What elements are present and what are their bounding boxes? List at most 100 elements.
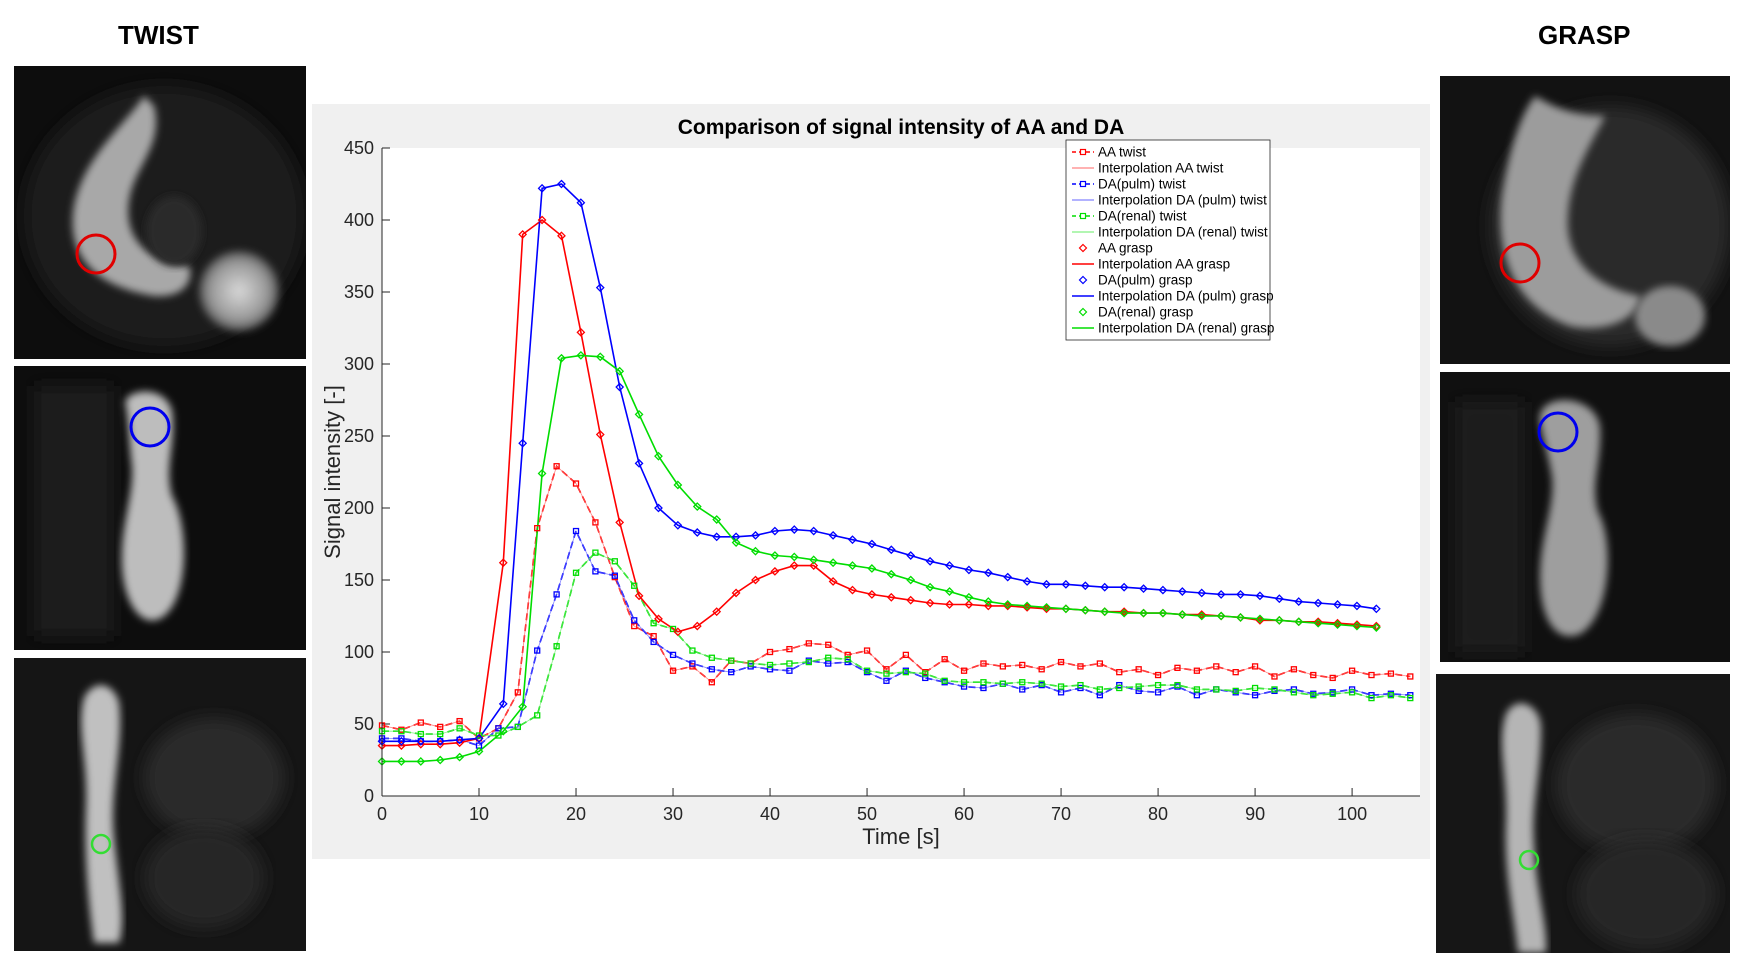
data-point-square <box>437 723 444 731</box>
data-point-square <box>980 660 987 667</box>
x-tick-label: 40 <box>760 804 780 824</box>
data-point-diamond <box>615 382 625 392</box>
chart-title: Comparison of signal intensity of AA and… <box>678 116 1124 139</box>
data-point-square <box>1290 666 1298 673</box>
data-point-diamond <box>498 699 508 709</box>
data-point-square <box>805 658 812 666</box>
data-point-square <box>708 654 715 661</box>
data-point-diamond <box>712 515 722 524</box>
data-point-diamond <box>1294 597 1304 607</box>
data-point-diamond <box>634 409 644 419</box>
data-point-square <box>786 645 793 653</box>
data-point-diamond <box>867 564 877 573</box>
data-point-square <box>960 683 968 690</box>
legend-label: Interpolation DA (renal) twist <box>1098 225 1268 240</box>
data-point-diamond <box>925 556 935 566</box>
data-point-square <box>456 736 463 743</box>
data-point-diamond <box>474 733 484 743</box>
legend-label: AA grasp <box>1098 241 1153 256</box>
data-point-diamond <box>615 517 625 527</box>
data-point-diamond <box>983 597 993 607</box>
data-point-diamond <box>1022 601 1032 611</box>
data-point-square <box>631 617 638 624</box>
data-point-diamond <box>576 327 586 337</box>
data-point-square <box>980 679 987 686</box>
data-point-diamond <box>1139 584 1148 594</box>
data-point-diamond <box>712 532 722 542</box>
data-point-diamond <box>518 438 528 448</box>
data-point-square <box>960 679 968 686</box>
data-point-square <box>980 684 987 692</box>
data-point-square <box>825 654 832 661</box>
data-point-diamond <box>1119 608 1129 618</box>
data-point-diamond <box>886 545 896 555</box>
data-point-diamond <box>1352 621 1362 631</box>
data-point-diamond <box>906 575 916 585</box>
data-point-diamond <box>537 183 547 193</box>
legend-marker <box>1079 212 1087 220</box>
data-point-square <box>1193 667 1201 674</box>
data-point-square <box>766 648 774 656</box>
data-point-diamond <box>751 575 760 585</box>
data-point-diamond <box>886 592 896 602</box>
data-point-square <box>631 582 638 589</box>
renal-roi-circle <box>1518 849 1540 871</box>
data-point-diamond <box>1177 610 1187 619</box>
data-point-diamond <box>751 546 760 556</box>
data-point-diamond <box>1352 620 1362 630</box>
legend-label: Interpolation DA (pulm) twist <box>1098 193 1267 208</box>
data-point-diamond <box>1352 601 1362 611</box>
series-line-5 <box>382 552 1411 736</box>
data-point-diamond <box>1139 608 1148 618</box>
data-point-diamond <box>1100 607 1110 617</box>
data-point-diamond <box>595 352 605 362</box>
data-point-diamond <box>1197 610 1207 619</box>
data-point-diamond <box>770 526 780 536</box>
data-point-square <box>1251 684 1259 692</box>
data-point-square <box>1154 689 1162 696</box>
data-point-square <box>1116 669 1123 676</box>
data-point-square <box>1116 684 1123 692</box>
data-point-diamond <box>1255 614 1265 624</box>
data-point-square <box>650 620 657 627</box>
data-point-square <box>999 680 1007 687</box>
data-point-diamond <box>1080 581 1090 591</box>
data-point-square <box>1019 679 1026 686</box>
data-point-square <box>1232 687 1239 695</box>
data-point-square <box>553 463 560 470</box>
y-tick-label: 350 <box>344 282 374 302</box>
data-point-diamond <box>809 555 819 565</box>
data-point-diamond <box>557 231 566 241</box>
data-point-diamond <box>1042 602 1051 612</box>
data-point-square <box>902 669 910 676</box>
data-point-diamond <box>925 582 935 592</box>
data-point-diamond <box>1313 618 1323 628</box>
data-point-square <box>611 558 618 565</box>
legend-marker <box>1078 275 1088 285</box>
data-point-diamond <box>964 592 974 602</box>
twist-renal-image <box>14 658 306 951</box>
data-point-diamond <box>595 283 605 293</box>
legend-box <box>1065 139 1271 341</box>
data-point-diamond <box>1274 615 1284 625</box>
data-point-square <box>495 725 502 732</box>
data-point-square <box>1213 663 1220 670</box>
data-point-diamond <box>789 525 799 535</box>
data-point-square <box>398 728 405 735</box>
data-point-square <box>398 735 405 742</box>
legend-marker <box>1079 148 1087 156</box>
data-point-square <box>1193 686 1201 693</box>
data-point-square <box>1271 673 1278 680</box>
data-point-diamond <box>474 746 484 756</box>
data-point-square <box>1329 690 1336 697</box>
data-point-square <box>553 591 560 598</box>
data-point-square <box>1077 681 1084 689</box>
chart-panel: Comparison of signal intensity of AA and… <box>312 104 1430 859</box>
renal-roi-circle <box>90 833 112 855</box>
data-point-diamond <box>1003 572 1013 582</box>
data-point-diamond <box>1197 611 1207 621</box>
data-point-square <box>1348 667 1356 674</box>
data-point-square <box>941 677 948 684</box>
data-point-square <box>1135 666 1142 673</box>
